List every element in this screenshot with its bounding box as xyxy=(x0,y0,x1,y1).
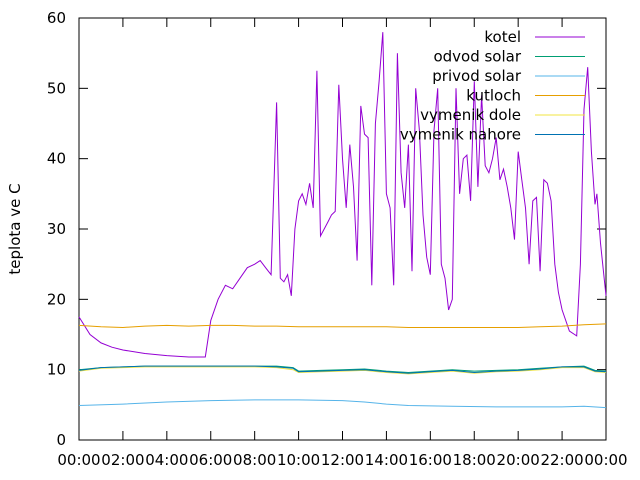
y-tick-label: 30 xyxy=(47,220,66,238)
x-tick-label: 14:00 xyxy=(365,451,408,469)
y-tick-label: 20 xyxy=(47,290,66,308)
x-tick-label: 12:00 xyxy=(321,451,364,469)
y-tick-label: 10 xyxy=(47,361,66,379)
y-tick-label: 0 xyxy=(56,431,66,449)
x-tick-label: 06:00 xyxy=(189,451,232,469)
legend-label: odvod solar xyxy=(433,48,521,66)
legend-label: privod solar xyxy=(432,67,522,85)
x-tick-label: 20:00 xyxy=(497,451,540,469)
series-line-privod-solar xyxy=(78,399,607,409)
x-tick-label: 02:00 xyxy=(101,451,144,469)
series-line-vymenik-nahore xyxy=(78,365,607,374)
series-lines xyxy=(78,32,607,409)
legend-label: vymenik dole xyxy=(420,106,521,124)
x-tick-label: 18:00 xyxy=(453,451,496,469)
x-axis-ticks: 00:00 02:00 04:00 06:00 08:00 10:00 12:00 14:00… xyxy=(57,18,628,469)
y-tick-label: 60 xyxy=(47,9,66,27)
x-tick-label: 08:00 xyxy=(233,451,276,469)
legend-label: vymenik nahore xyxy=(400,126,521,144)
legend-label: kotel xyxy=(484,28,521,46)
x-tick-label: 04:00 xyxy=(145,451,188,469)
series-line-kutloch xyxy=(78,323,607,329)
y-axis-title: teplota ve C xyxy=(6,183,24,274)
x-tick-label: 10:00 xyxy=(277,451,320,469)
y-tick-label: 40 xyxy=(47,150,66,168)
x-tick-label: 22:00 xyxy=(540,451,583,469)
series-line-kotel xyxy=(78,32,607,358)
series-line-vymenik-dole xyxy=(78,366,607,375)
x-tick-label: 00:00 xyxy=(584,451,627,469)
x-tick-label: 16:00 xyxy=(409,451,452,469)
legend-label: kutloch xyxy=(466,87,521,105)
y-axis-ticks: 0 10 20 30 40 50 60 xyxy=(47,9,606,449)
y-tick-label: 50 xyxy=(47,79,66,97)
x-tick-label: 00:00 xyxy=(57,451,100,469)
